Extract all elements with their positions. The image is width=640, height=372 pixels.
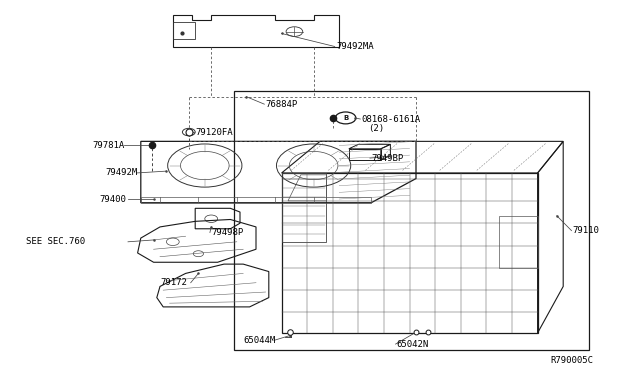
Text: 76884P: 76884P xyxy=(266,100,298,109)
Text: 79781A: 79781A xyxy=(93,141,125,150)
Text: 08168-6161A: 08168-6161A xyxy=(362,115,420,124)
Text: 7949BP: 7949BP xyxy=(371,154,403,163)
Text: 79400: 79400 xyxy=(99,195,126,203)
Text: 79492M: 79492M xyxy=(106,169,138,177)
Bar xyxy=(234,91,589,350)
Text: 79110: 79110 xyxy=(573,226,600,235)
Text: 79498P: 79498P xyxy=(211,228,243,237)
Text: SEE SEC.760: SEE SEC.760 xyxy=(26,237,84,246)
Text: 65042N: 65042N xyxy=(397,340,429,349)
Text: R790005C: R790005C xyxy=(550,356,593,365)
Text: 79172: 79172 xyxy=(160,278,187,287)
Text: 79492MA: 79492MA xyxy=(336,42,374,51)
Text: 79120FA: 79120FA xyxy=(195,128,233,137)
Text: B: B xyxy=(343,115,348,121)
Text: (2): (2) xyxy=(368,124,384,133)
Text: 65044M: 65044M xyxy=(243,336,275,345)
